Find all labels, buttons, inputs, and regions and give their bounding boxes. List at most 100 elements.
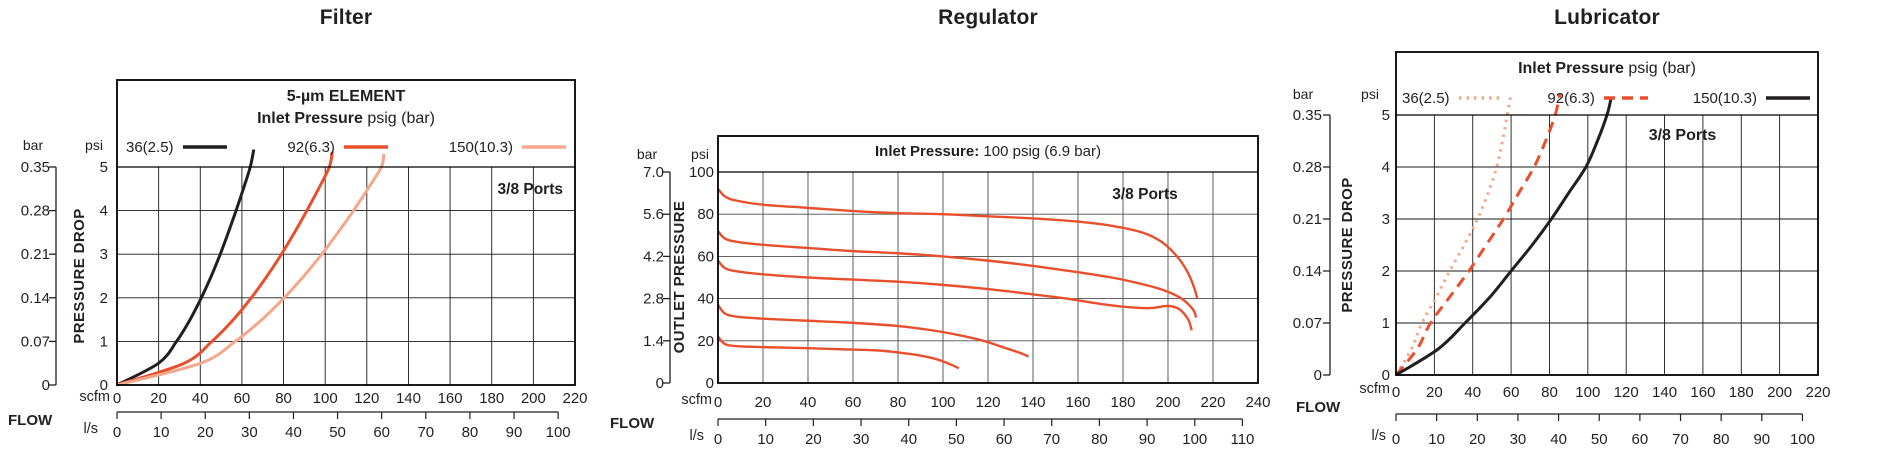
lubricator-header: Inlet Pressure psig (bar) xyxy=(1396,60,1818,78)
grid xyxy=(1396,115,1818,375)
svg-text:0.07: 0.07 xyxy=(21,333,50,350)
bar-axis-bracket xyxy=(1323,114,1331,376)
series-line-36(2.5) xyxy=(116,149,256,387)
svg-text:0: 0 xyxy=(1382,367,1390,384)
svg-text:160: 160 xyxy=(1690,384,1715,401)
bar-axis-bracket xyxy=(49,166,57,386)
ls-tick-labels: 0 10 20 30 40 50 60 70 80 90 100 xyxy=(1392,431,1815,448)
lubricator-psi-unit: psi xyxy=(1361,86,1379,102)
bar-axis-bracket xyxy=(663,171,671,384)
scfm-tick-labels: 0 20 40 60 80 100 120 140 160 180 200 220 240 xyxy=(714,394,1271,411)
legend-item: 150(10.3) xyxy=(449,139,568,156)
series xyxy=(116,149,386,387)
svg-text:220: 220 xyxy=(1805,384,1830,401)
svg-text:50: 50 xyxy=(948,431,965,448)
legend-label: 36(2.5) xyxy=(126,138,174,156)
svg-text:140: 140 xyxy=(1652,384,1677,401)
series xyxy=(717,188,1199,370)
series-line-150(10.3) xyxy=(116,153,386,387)
svg-text:40: 40 xyxy=(800,394,817,411)
svg-text:40: 40 xyxy=(900,431,917,448)
svg-text:5: 5 xyxy=(100,159,108,176)
filter-bar-unit: bar xyxy=(22,137,44,153)
grid xyxy=(117,167,575,385)
legend-item: 92(6.3) xyxy=(287,139,390,156)
frame xyxy=(116,79,576,386)
filter-y-axis-label: PRESSURE DROP xyxy=(71,208,88,344)
series-line-92(6.3) xyxy=(1394,93,1562,376)
svg-text:80: 80 xyxy=(1091,431,1108,448)
svg-text:3: 3 xyxy=(100,246,108,263)
svg-text:2.8: 2.8 xyxy=(643,291,664,308)
svg-text:200: 200 xyxy=(1767,384,1792,401)
filter-header-rest: psig (bar) xyxy=(362,110,435,127)
svg-text:0.35: 0.35 xyxy=(21,159,50,176)
legend-item: 92(6.3) xyxy=(1547,90,1650,107)
lubricator-scfm-unit: scfm xyxy=(1359,381,1390,397)
svg-text:60: 60 xyxy=(1503,384,1520,401)
svg-text:0: 0 xyxy=(113,424,121,441)
y-tick-labels: 0.35 0.28 0.21 0.14 0.07 0 5 4 3 2 1 0 xyxy=(1293,107,1390,384)
svg-text:140: 140 xyxy=(1020,394,1045,411)
y-tick-labels: 7.0 5.6 4.2 2.8 1.4 0 100 80 60 40 20 0 xyxy=(643,164,714,392)
svg-text:1: 1 xyxy=(100,333,108,350)
svg-text:100: 100 xyxy=(1790,431,1815,448)
legend-swatch-line xyxy=(343,145,388,149)
filter-ports-label: 3/8 Ports xyxy=(497,181,563,198)
svg-text:40: 40 xyxy=(1550,431,1567,448)
svg-text:60: 60 xyxy=(373,424,390,441)
legend-swatch-line xyxy=(1458,96,1503,100)
chart-title-filter: Filter xyxy=(319,6,373,29)
svg-text:220: 220 xyxy=(562,390,587,407)
scfm-tick-labels: 0 20 40 60 80 100 120 140 160 180 200 220 xyxy=(1392,384,1831,401)
svg-text:0.28: 0.28 xyxy=(21,203,50,220)
regulator-ports-label: 3/8 Ports xyxy=(1112,186,1178,203)
svg-text:20: 20 xyxy=(1469,431,1486,448)
svg-text:0: 0 xyxy=(656,375,664,392)
filter-ls-unit: l/s xyxy=(83,421,99,437)
svg-text:120: 120 xyxy=(354,390,379,407)
svg-text:60: 60 xyxy=(996,431,1013,448)
svg-text:0.14: 0.14 xyxy=(21,290,50,307)
chart-title-lubricator: Lubricator xyxy=(1554,6,1660,29)
svg-text:40: 40 xyxy=(285,424,302,441)
ls-axis xyxy=(1395,413,1804,421)
legend-label: 150(10.3) xyxy=(448,138,513,156)
svg-text:1.4: 1.4 xyxy=(643,333,664,350)
lubricator-flow-label: FLOW xyxy=(1296,399,1341,416)
svg-text:100: 100 xyxy=(1575,384,1600,401)
series-line-curve_1 xyxy=(717,188,1199,299)
ls-axis xyxy=(717,418,1244,426)
svg-text:100: 100 xyxy=(313,390,338,407)
regulator-y-axis-label: OUTLET PRESSURE xyxy=(671,200,688,354)
svg-text:0: 0 xyxy=(706,375,714,392)
svg-text:5.6: 5.6 xyxy=(643,206,664,223)
frame xyxy=(1395,51,1819,376)
regulator-scfm-unit: scfm xyxy=(681,392,712,408)
svg-text:200: 200 xyxy=(1155,394,1180,411)
series-line-curve_4 xyxy=(717,304,1030,358)
svg-text:70: 70 xyxy=(1672,431,1689,448)
svg-text:5: 5 xyxy=(1382,107,1390,124)
svg-text:1: 1 xyxy=(1382,315,1390,332)
svg-text:200: 200 xyxy=(521,390,546,407)
svg-text:40: 40 xyxy=(192,390,209,407)
svg-text:4: 4 xyxy=(1382,159,1390,176)
svg-text:60: 60 xyxy=(1632,431,1649,448)
svg-text:30: 30 xyxy=(853,431,870,448)
regulator-ls-unit: l/s xyxy=(689,428,705,444)
svg-text:60: 60 xyxy=(697,248,714,265)
svg-text:20: 20 xyxy=(197,424,214,441)
legend-item: 150(10.3) xyxy=(1693,90,1812,107)
filter-header-bold: Inlet Pressure xyxy=(257,110,363,127)
filter-scfm-unit: scfm xyxy=(79,389,110,405)
series-line-curve_5 xyxy=(717,335,960,370)
svg-text:4.2: 4.2 xyxy=(643,248,664,265)
svg-text:0: 0 xyxy=(1392,384,1400,401)
svg-text:90: 90 xyxy=(506,424,523,441)
filter-legend: 36(2.5) 92(6.3) 150(10.3) xyxy=(126,134,568,160)
lubricator-header-rest: psig (bar) xyxy=(1623,60,1696,77)
svg-text:80: 80 xyxy=(1713,431,1730,448)
lubricator-bar-unit: bar xyxy=(1292,86,1314,102)
